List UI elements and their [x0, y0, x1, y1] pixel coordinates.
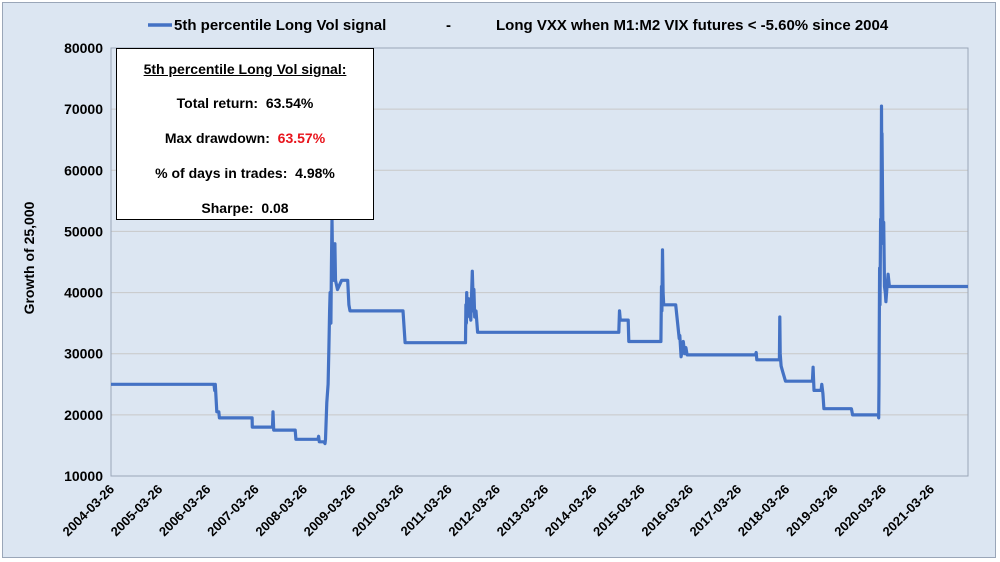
y-tick-label: 40000 [64, 285, 103, 301]
x-tick-label: 2021-03-26 [880, 482, 938, 540]
days-in-trades-value: 4.98% [295, 165, 335, 181]
y-axis: 10000 20000 30000 40000 50000 60000 70000 80000 [64, 40, 103, 484]
x-axis: 2004-03-262005-03-262006-03-262007-03-26… [59, 482, 937, 540]
stats-box: 5th percentile Long Vol signal: Total re… [116, 48, 374, 220]
y-tick-label: 20000 [64, 407, 103, 423]
y-tick-label: 70000 [64, 101, 103, 117]
y-tick-label: 50000 [64, 223, 103, 239]
series-line [111, 104, 968, 446]
legend: 5th percentile Long Vol signal - Long VX… [148, 17, 889, 34]
y-tick-label: 80000 [64, 40, 103, 56]
sharpe-label: Sharpe: [201, 200, 254, 216]
total-return-row: Total return: 63.54% [117, 95, 373, 111]
sharpe-row: Sharpe: 0.08 [117, 200, 373, 216]
days-in-trades-label: % of days in trades: [155, 165, 288, 181]
legend-description: Long VXX when M1:M2 VIX futures < -5.60%… [496, 17, 889, 34]
y-tick-label: 10000 [64, 468, 103, 484]
sharpe-value: 0.08 [261, 200, 289, 216]
stats-title: 5th percentile Long Vol signal: [143, 61, 347, 77]
total-return-value: 63.54% [265, 95, 314, 111]
y-tick-label: 60000 [64, 162, 103, 178]
max-drawdown-row: Max drawdown: 63.57% [117, 130, 373, 146]
y-tick-label: 30000 [64, 346, 103, 362]
legend-series-label: 5th percentile Long Vol signal [174, 17, 386, 34]
max-drawdown-label: Max drawdown: [164, 130, 270, 146]
plot-area [110, 47, 969, 477]
x-tick-label: 2010-03-26 [349, 482, 407, 540]
max-drawdown-value: 63.57% [277, 130, 326, 146]
y-axis-label: Growth of 25,000 [21, 201, 37, 314]
days-in-trades-row: % of days in trades: 4.98% [117, 165, 373, 181]
legend-separator: - [446, 17, 451, 34]
total-return-label: Total return: [176, 95, 259, 111]
